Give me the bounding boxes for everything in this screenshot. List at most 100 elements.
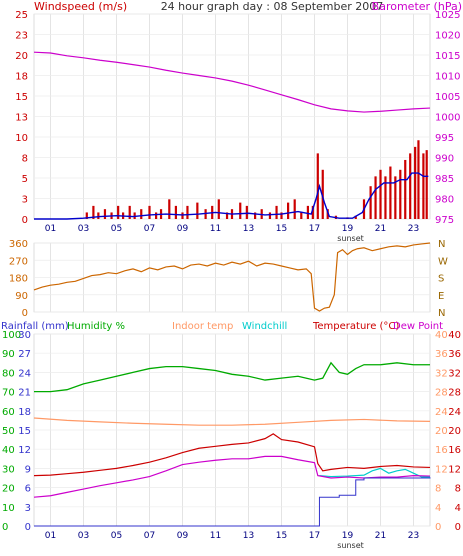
wind-direction-line (33, 242, 431, 312)
barometer-tick-label: 1015 (435, 51, 460, 62)
x-tick-label: 03 (78, 224, 89, 234)
temperature-tick-label-inner: 16 (435, 445, 448, 456)
average-windspeed-line (34, 172, 429, 220)
x-tick-label: 13 (243, 531, 254, 541)
temperature-tick-label-inner: 24 (435, 407, 448, 418)
barometer-line (33, 51, 431, 113)
sunset-label: sunset (337, 234, 364, 243)
legend-temperature: Temperature (°C) (312, 321, 399, 332)
x-tick-label: 17 (309, 531, 320, 541)
barometer-tick-label: 1005 (435, 92, 460, 103)
windspeed-tick-label: 0 (22, 215, 28, 226)
legend-indoor-temp: Indoor temp (172, 321, 233, 332)
direction-gridlines (34, 242, 430, 313)
rainfall-tick-label: 6 (25, 484, 31, 495)
rainfall-tick-label: 24 (18, 368, 31, 379)
temperature-tick-label-outer: 12 (448, 464, 461, 475)
legend-windchill: Windchill (242, 321, 287, 332)
windspeed-gridlines (34, 13, 430, 220)
windspeed-bars (85, 140, 428, 219)
barometer-tick-label: 995 (435, 133, 454, 144)
chart-title: 24 hour graph day : 08 September 2007 (161, 0, 384, 13)
temperature-tick-label-outer: 36 (448, 349, 461, 360)
barometer-tick-label: 1010 (435, 72, 460, 83)
barometer-tick-label: 985 (435, 174, 454, 185)
direction-compass-label: N (438, 239, 445, 250)
barometer-tick-label: 1020 (435, 31, 460, 42)
x-tick-label: 01 (45, 224, 56, 234)
x-tick-label: 11 (210, 531, 221, 541)
windspeed-tick-label: 18 (15, 72, 28, 83)
rainfall-tick-label: 27 (18, 349, 31, 360)
direction-compass-label: E (438, 291, 444, 302)
windspeed-lines (33, 51, 431, 220)
humidity-line (34, 361, 430, 393)
temperature-tick-label-inner: 4 (435, 503, 441, 514)
rainfall-tick-label: 0 (25, 522, 31, 533)
humidity-tick-label: 50 (2, 426, 15, 437)
windspeed-tick-label: 3 (22, 195, 28, 206)
temperature-tick-label-outer: 28 (448, 388, 461, 399)
barometer-tick-label: 980 (435, 195, 454, 206)
temperature-legend: Rainfall (mm)Humidity % Indoor temp Windch… (1, 321, 443, 332)
x-tick-label: 05 (111, 224, 122, 234)
x-tick-label: 03 (78, 531, 89, 541)
direction-degree-label: 90 (15, 291, 28, 302)
humidity-tick-label: 0 (2, 522, 8, 533)
temperature-lines (33, 361, 431, 527)
temperature-tick-label-outer: 24 (448, 407, 461, 418)
x-tick-label: 09 (177, 531, 189, 541)
temperature-tick-label-inner: 28 (435, 388, 448, 399)
barometer-axis-label: Barometer (hPa) (372, 0, 462, 13)
humidity-tick-label: 100 (2, 330, 21, 341)
windspeed-tick-label: 23 (15, 31, 28, 42)
rainfall-tick-label: 15 (18, 426, 31, 437)
indoor-temp-line (33, 417, 431, 426)
temperature-tick-label-outer: 20 (448, 426, 461, 437)
barometer-tick-label: 990 (435, 154, 454, 165)
temperature-tick-label-outer: 40 (448, 330, 461, 341)
rainfall-tick-label: 21 (18, 388, 31, 399)
x-tick-label: 01 (45, 531, 56, 541)
temperature-line (33, 433, 431, 477)
temperature-tick-label-inner: 32 (435, 368, 448, 379)
temperature-tick-label-inner: 36 (435, 349, 448, 360)
direction-compass-label: S (438, 274, 444, 285)
rainfall-tick-label: 12 (18, 445, 31, 456)
legend-dewpoint: Dew Point (393, 321, 443, 332)
temperature-tick-label-inner: 0 (435, 522, 441, 533)
temperature-tick-label-inner: 40 (435, 330, 448, 341)
rainfall-tick-label: 9 (25, 464, 31, 475)
windspeed-tick-label: 10 (15, 133, 28, 144)
humidity-tick-label: 60 (2, 407, 15, 418)
windspeed-tick-label: 20 (15, 51, 28, 62)
x-tick-label: 11 (210, 224, 221, 234)
humidity-tick-label: 30 (2, 464, 15, 475)
direction-compass-label: N (438, 308, 445, 319)
barometer-tick-label: 975 (435, 215, 454, 226)
x-tick-label: 15 (276, 531, 287, 541)
rainfall-tick-label: 30 (18, 330, 31, 341)
rainfall-tick-label: 18 (18, 407, 31, 418)
windspeed-tick-label: 8 (22, 154, 28, 165)
x-tick-label: 19 (342, 531, 354, 541)
windspeed-tick-label: 15 (15, 92, 28, 103)
legend-rainfall: Rainfall (mm) (1, 321, 69, 332)
temperature-tick-label-inner: 20 (435, 426, 448, 437)
humidity-tick-label: 90 (2, 349, 15, 360)
temperature-tick-label-outer: 16 (448, 445, 461, 456)
x-tick-label: 21 (375, 224, 386, 234)
windspeed-tick-label: 13 (15, 113, 28, 124)
humidity-tick-label: 40 (2, 445, 15, 456)
humidity-tick-label: 70 (2, 388, 15, 399)
x-tick-label: 09 (177, 224, 189, 234)
windspeed-tick-label: 5 (22, 174, 28, 185)
barometer-tick-label: 1025 (435, 10, 460, 21)
direction-degree-label: 270 (9, 256, 28, 267)
direction-compass-label: W (438, 256, 448, 267)
temperature-tick-label-outer: 0 (455, 522, 461, 533)
temperature-tick-label-inner: 8 (435, 484, 441, 495)
